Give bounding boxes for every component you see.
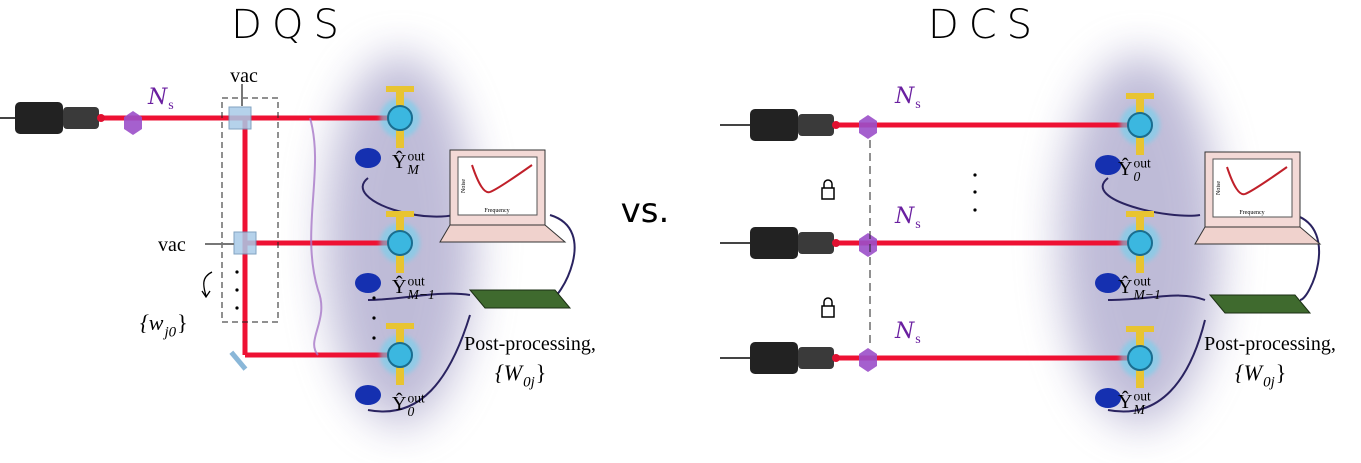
math-sub: 0 — [1133, 169, 1140, 184]
ellipsis-dot — [235, 306, 238, 309]
crystal — [859, 115, 877, 139]
lock-body — [822, 188, 834, 199]
math-symbol: Ŷ — [1118, 275, 1132, 298]
laser-aperture — [832, 354, 840, 362]
processor — [1210, 295, 1310, 313]
squeezing-symbol: N — [894, 84, 915, 109]
laptop-display — [1213, 159, 1292, 217]
laser-tail — [0, 117, 15, 119]
weights-close: } — [536, 360, 547, 385]
ellipsis-dot — [372, 296, 375, 299]
laser-body — [750, 227, 798, 259]
laser-tail — [720, 124, 750, 126]
weights-sub: 0j — [523, 375, 535, 391]
math-sub: M — [1132, 402, 1145, 417]
crystal — [859, 233, 877, 257]
laptop-display — [458, 157, 537, 215]
title: DQS — [231, 2, 349, 48]
detector-lens — [1128, 346, 1152, 370]
ellipsis-dot — [973, 208, 976, 211]
laptop-keyboard — [1195, 227, 1320, 244]
title: DCS — [928, 2, 1042, 48]
detector-cap — [1126, 93, 1154, 99]
weights-open: {W — [1235, 360, 1264, 385]
cable — [550, 215, 575, 300]
laser-body — [750, 342, 798, 374]
photodiode — [355, 273, 381, 293]
axis-label: Noise — [461, 179, 467, 193]
math-sub: M−1 — [406, 287, 434, 302]
weights-open: {W — [495, 360, 524, 385]
lock-shackle — [824, 180, 832, 188]
ellipsis-dot — [372, 316, 375, 319]
crystal — [859, 348, 877, 372]
processing-label: Post-processing, — [464, 333, 596, 355]
squeezing-sub: s — [915, 332, 920, 347]
math-sub: 0 — [407, 404, 414, 419]
ellipsis-dot — [973, 190, 976, 193]
weights-sub: 0j — [1263, 375, 1275, 391]
laser-head — [63, 107, 99, 129]
laser-body — [15, 102, 63, 134]
processing-label: Post-processing, — [1204, 333, 1336, 355]
ellipsis-dot — [235, 270, 238, 273]
vac-label: vac — [158, 234, 186, 256]
ellipsis-dot — [372, 336, 375, 339]
squeezing-symbol: N — [147, 85, 168, 110]
processor — [470, 290, 570, 308]
laser-body — [750, 109, 798, 141]
detector-cap — [386, 323, 414, 329]
squeezing-symbol: N — [894, 319, 915, 344]
squeezing-sub: s — [915, 217, 920, 232]
detector-cap — [1126, 211, 1154, 217]
laser-head — [798, 232, 834, 254]
beam-splitter — [234, 232, 256, 254]
squeezing-sub: s — [168, 98, 173, 113]
photodiode — [355, 148, 381, 168]
detector-lens — [388, 106, 412, 130]
entangling-wave — [310, 118, 321, 355]
beam-splitter — [229, 107, 251, 129]
vac-label: vac — [230, 65, 258, 87]
detector-cap — [386, 211, 414, 217]
laser-head — [798, 347, 834, 369]
axis-label: Noise — [1216, 181, 1222, 195]
ellipsis-dot — [235, 288, 238, 291]
ellipsis-dot — [973, 173, 976, 176]
math-sub: M−1 — [1132, 287, 1160, 302]
lock-shackle — [824, 298, 832, 306]
laser-tail — [720, 242, 750, 244]
laser-tail — [720, 357, 750, 359]
laser-aperture — [832, 121, 840, 129]
squeezing-symbol: N — [894, 204, 915, 229]
weights-close: } — [177, 310, 188, 335]
weights-sub: j0 — [162, 325, 176, 341]
math-symbol: Ŷ — [392, 150, 406, 173]
axis-label: Frequency — [484, 208, 509, 214]
laser-head — [798, 114, 834, 136]
math-symbol: Ŷ — [1118, 390, 1132, 413]
laser-aperture — [97, 114, 105, 122]
detector-cap — [1126, 326, 1154, 332]
laptop-keyboard — [440, 225, 565, 242]
laser-aperture — [832, 239, 840, 247]
detector-cap — [386, 86, 414, 92]
lock-body — [822, 306, 834, 317]
squeezing-sub: s — [915, 97, 920, 112]
weights-arrow — [202, 272, 212, 297]
math-symbol: Ŷ — [392, 275, 406, 298]
weights-close: } — [1276, 360, 1287, 385]
separator: vs. — [621, 191, 670, 231]
weights-open: {w — [140, 310, 164, 335]
detector-lens — [1128, 113, 1152, 137]
math-symbol: Ŷ — [392, 392, 406, 415]
detector-lens — [388, 343, 412, 367]
detector-lens — [1128, 231, 1152, 255]
diagram: DQS DCS vs. vacvacNs{wj0}ŶoutMŶoutM−1Ŷou… — [0, 0, 1361, 463]
math-sub: M — [406, 162, 419, 177]
photodiode — [355, 385, 381, 405]
axis-label: Frequency — [1239, 210, 1264, 216]
detector-lens — [388, 231, 412, 255]
math-symbol: Ŷ — [1118, 157, 1132, 180]
